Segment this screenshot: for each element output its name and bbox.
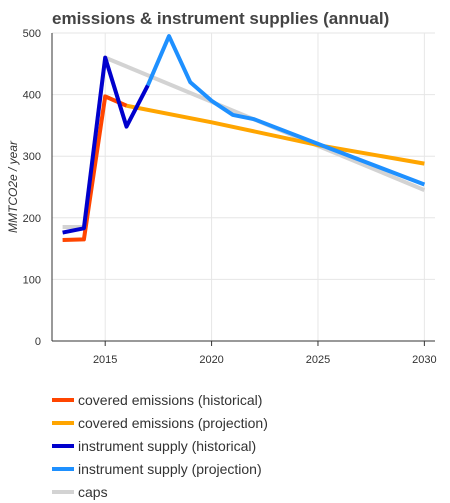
legend-label: instrument supply (projection) [78, 460, 262, 477]
legend-label: caps [78, 483, 108, 500]
y-tick-label: 0 [35, 336, 41, 348]
legend-label: covered emissions (historical) [78, 391, 263, 408]
legend-item[interactable]: caps [52, 480, 268, 503]
legend-swatch [52, 397, 74, 402]
series-line-covered-emissions-historical [62, 94, 128, 242]
x-tick-label: 2015 [93, 354, 117, 366]
x-tick-label: 2030 [412, 354, 436, 366]
legend-item[interactable]: instrument supply (historical) [52, 434, 268, 457]
x-tick-label: 2020 [199, 354, 223, 366]
y-axis-title: MMTCO2e / year [6, 140, 20, 233]
y-tick-label: 100 [23, 274, 41, 286]
legend-label: covered emissions (projection) [78, 414, 268, 431]
legend-swatch [52, 420, 74, 425]
legend-label: instrument supply (historical) [78, 437, 257, 454]
legend-swatch [52, 489, 74, 494]
series-line-instrument-supply-projection [145, 34, 426, 187]
series-line-caps [62, 55, 426, 229]
legend-item[interactable]: covered emissions (projection) [52, 411, 268, 434]
x-tick-label: 2025 [306, 354, 330, 366]
y-tick-label: 500 [23, 28, 41, 40]
y-tick-label: 200 [23, 213, 41, 225]
chart-title: emissions & instrument supplies (annual) [52, 9, 390, 28]
y-tick-label: 400 [23, 90, 41, 102]
y-tick-label: 300 [23, 151, 41, 163]
series-line-covered-emissions-projection [104, 94, 425, 166]
legend-swatch [52, 443, 74, 448]
legend: covered emissions (historical) covered em… [52, 388, 268, 503]
line-chart: 0 100 200 300 400 500 2015 2020 2025 2030 MMTCO2e … [6, 28, 437, 366]
series-line-instrument-supply-historical [62, 55, 150, 235]
legend-swatch [52, 466, 74, 471]
legend-item[interactable]: instrument supply (projection) [52, 457, 268, 480]
legend-item[interactable]: covered emissions (historical) [52, 388, 268, 411]
